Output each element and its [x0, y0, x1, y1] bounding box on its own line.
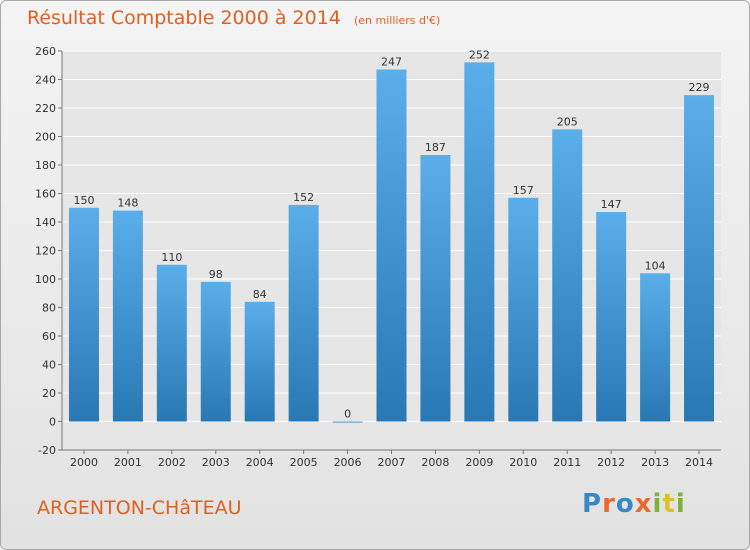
x-tick-label: 2010 [509, 456, 537, 469]
chart-title-unit: (en milliers d'€) [353, 14, 441, 27]
bar [464, 62, 495, 422]
data-label: 104 [645, 259, 666, 272]
data-label: 152 [293, 191, 314, 204]
logo-letter: i [652, 489, 663, 519]
logo-letter: t [662, 489, 676, 519]
y-tick-label: 0 [49, 416, 56, 429]
x-tick-label: 2004 [246, 456, 274, 469]
x-tick-label: 2001 [114, 456, 142, 469]
y-tick-label: 240 [35, 74, 56, 87]
x-tick-label: 2000 [70, 456, 98, 469]
chart-title: Résultat Comptable 2000 à 2014 (en milli… [27, 7, 440, 29]
bar [200, 281, 231, 422]
x-tick-label: 2014 [685, 456, 713, 469]
data-label: 205 [557, 115, 578, 128]
city-name: ARGENTON-CHâTEAU [37, 497, 242, 519]
y-tick-label: 140 [35, 216, 56, 229]
bar [288, 204, 319, 422]
x-tick-label: 2008 [421, 456, 449, 469]
y-tick-label: 120 [35, 245, 56, 258]
data-label: 150 [73, 194, 94, 207]
data-label: 98 [209, 268, 223, 281]
bar [640, 273, 671, 422]
data-label: 110 [161, 251, 182, 264]
y-tick-label: 100 [35, 273, 56, 286]
y-tick-label: 60 [42, 330, 56, 343]
y-tick-label: 20 [42, 387, 56, 400]
bar [376, 69, 407, 422]
y-tick-label: 260 [35, 45, 56, 58]
x-tick-label: 2009 [465, 456, 493, 469]
bar [420, 155, 451, 422]
x-tick-label: 2006 [334, 456, 362, 469]
y-tick-label: 80 [42, 302, 56, 315]
bar [508, 197, 539, 422]
data-label: 252 [469, 48, 490, 61]
y-tick-label: 40 [42, 359, 56, 372]
bar [68, 207, 99, 422]
data-label: 187 [425, 141, 446, 154]
data-label: 229 [689, 81, 710, 94]
bar [244, 301, 275, 422]
x-tick-label: 2005 [290, 456, 318, 469]
y-tick-label: -20 [38, 444, 56, 457]
data-label: 148 [117, 197, 138, 210]
bar [684, 95, 715, 422]
bar [112, 210, 143, 422]
logo-letter: r [602, 489, 616, 519]
bar [552, 129, 583, 422]
proxiti-logo: Proxiti [582, 489, 686, 519]
logo-letter: x [634, 489, 653, 519]
data-label: 157 [513, 184, 534, 197]
chart-title-main: Résultat Comptable 2000 à 2014 [27, 7, 341, 29]
data-label: 247 [381, 56, 402, 69]
logo-letter: P [582, 489, 603, 519]
x-tick-label: 2003 [202, 456, 230, 469]
bar [156, 264, 187, 422]
x-tick-label: 2012 [597, 456, 625, 469]
bar [596, 212, 627, 422]
y-tick-label: 200 [35, 131, 56, 144]
x-tick-label: 2007 [378, 456, 406, 469]
y-tick-label: 180 [35, 159, 56, 172]
data-label: 84 [253, 288, 267, 301]
data-label: 147 [601, 198, 622, 211]
x-tick-label: 2011 [553, 456, 581, 469]
x-tick-label: 2013 [641, 456, 669, 469]
logo-letter: o [615, 489, 635, 519]
bar [332, 421, 363, 423]
y-tick-label: 160 [35, 188, 56, 201]
data-label: 0 [344, 408, 351, 421]
x-tick-label: 2002 [158, 456, 186, 469]
y-tick-label: 220 [35, 102, 56, 115]
logo-letter: i [675, 489, 686, 519]
